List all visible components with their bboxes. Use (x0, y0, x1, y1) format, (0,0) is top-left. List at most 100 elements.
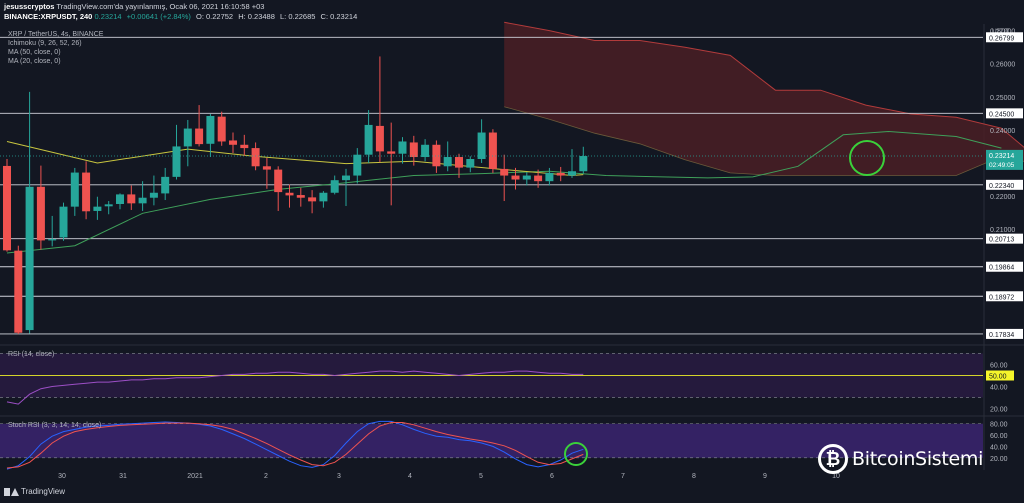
price-axis-label: 0.24000 (990, 128, 1015, 135)
candle-body (36, 186, 45, 241)
price-axis-label: 0.20713 (989, 237, 1014, 244)
tradingview-label: TradingView (21, 487, 66, 496)
level-price-badge (986, 291, 1023, 302)
candle-body (183, 128, 192, 147)
candle-body (556, 172, 565, 176)
tradingview-footer[interactable]: TradingView (4, 487, 65, 496)
candle-body (274, 169, 283, 193)
time-axis-label: 2 (264, 473, 268, 480)
legend-ichimoku[interactable]: Ichimoku (9, 26, 52, 26) (8, 40, 82, 47)
high-value: H: 0.23488 (238, 12, 275, 21)
bitcoin-coin-icon: ₿ (818, 444, 848, 474)
candle-body (477, 132, 486, 160)
candle-body (70, 172, 79, 207)
level-price-badge (986, 32, 1023, 43)
rsi-title: RSI (14, close) (8, 351, 54, 358)
rsi-axis-label: 20.00 (990, 407, 1008, 414)
open-value: O: 0.22752 (195, 12, 234, 21)
price-axis-label: 0.22340 (989, 183, 1014, 190)
candle-body (398, 141, 407, 154)
candle-body (319, 192, 328, 202)
stoch-axis-label: 40.00 (990, 444, 1008, 451)
candle-body (296, 195, 305, 198)
candle-body (104, 204, 113, 207)
time-axis-label: 8 (692, 473, 696, 480)
stoch-k-line (6, 420, 584, 470)
current-price-badge (986, 149, 1023, 170)
candle-body (545, 172, 554, 182)
tradingview-logo-icon (4, 487, 19, 496)
level-price-badge (986, 233, 1023, 244)
level-price-badge (986, 328, 1023, 339)
candle-body (262, 166, 271, 170)
rsi-level-badge (986, 370, 1014, 381)
time-axis-label: 6 (550, 473, 554, 480)
candle-body (48, 239, 57, 241)
low-value: L: 0.22685 (280, 12, 316, 21)
candle-body (149, 192, 158, 198)
price-axis-label: 0.24500 (989, 111, 1014, 118)
time-axis-label: 2021 (187, 473, 203, 480)
candle-body (82, 172, 91, 212)
time-axis-label: 31 (119, 473, 127, 480)
stoch-axis-label: 20.00 (990, 456, 1008, 463)
candle-body (285, 192, 294, 196)
candle-body (579, 156, 588, 172)
stoch-axis-label: 80.00 (990, 422, 1008, 429)
last-price: 0.23214 (94, 12, 122, 21)
candle-body (375, 125, 384, 152)
publish-text: TradingView.com'da yayınlanmış, Ocak 06,… (56, 2, 265, 11)
cloud-span-a-line (504, 21, 1024, 148)
stoch-d-line (6, 422, 584, 469)
price-axis-unit: USDT (992, 28, 1010, 35)
level-price-badge (986, 179, 1023, 190)
candle-body (364, 124, 373, 155)
candle-body (387, 151, 396, 154)
candle-body (421, 144, 430, 158)
price-axis-label: 0.17834 (989, 332, 1014, 339)
legend-title[interactable]: XRP / TetherUS, 4s, BINANCE (8, 31, 104, 38)
price-axis-label: 0.21000 (990, 227, 1015, 234)
legend-ma20[interactable]: MA (20, close, 0) (8, 58, 61, 65)
stoch-axis-label: 60.00 (990, 433, 1008, 440)
price-axis-label: 0.26000 (990, 62, 1015, 69)
author-name[interactable]: jesusscryptos (4, 2, 55, 11)
candle-body (251, 148, 260, 167)
time-axis-label: 3 (337, 473, 341, 480)
candle-countdown-label: 02:49:05 (989, 162, 1015, 169)
brand-name: BitcoinSistemi (852, 448, 984, 470)
candle-body (172, 146, 181, 177)
candle-body (3, 165, 11, 251)
ichimoku-cloud (504, 22, 1024, 176)
candle-body (161, 176, 170, 194)
candle-body (466, 159, 475, 168)
candle-body (25, 186, 34, 331)
candle-body (534, 175, 543, 182)
price-change: +0.00641 (+2.84%) (126, 12, 191, 21)
candle-body (138, 197, 147, 204)
candle-body (353, 154, 362, 176)
candle-body (330, 180, 339, 193)
legend-ma50[interactable]: MA (50, close, 0) (8, 49, 61, 56)
time-axis-label: 9 (763, 473, 767, 480)
stoch-title: Stoch RSI (3, 3, 14, 14, close) (8, 422, 101, 429)
candle-body (500, 168, 509, 176)
rsi-axis-label: 40.00 (990, 385, 1008, 392)
time-axis-label: 5 (479, 473, 483, 480)
close-value: C: 0.23214 (320, 12, 358, 21)
candle-body (342, 175, 350, 181)
rsi-axis-label: 60.00 (990, 363, 1008, 370)
price-axis-label: 0.18972 (989, 294, 1014, 301)
symbol-label[interactable]: BINANCE:XRPUSDT, 240 (4, 12, 93, 21)
candle-body (93, 206, 102, 211)
price-axis-label: 0.25000 (990, 95, 1015, 102)
candle-body (195, 128, 204, 145)
candle-body (59, 206, 68, 238)
highlight-circle (849, 140, 885, 176)
candle-body (116, 194, 124, 205)
candle-body (409, 142, 418, 158)
price-axis-label: 0.26799 (989, 35, 1014, 42)
time-axis-label: 10 (832, 473, 840, 480)
candle-body (14, 250, 23, 333)
